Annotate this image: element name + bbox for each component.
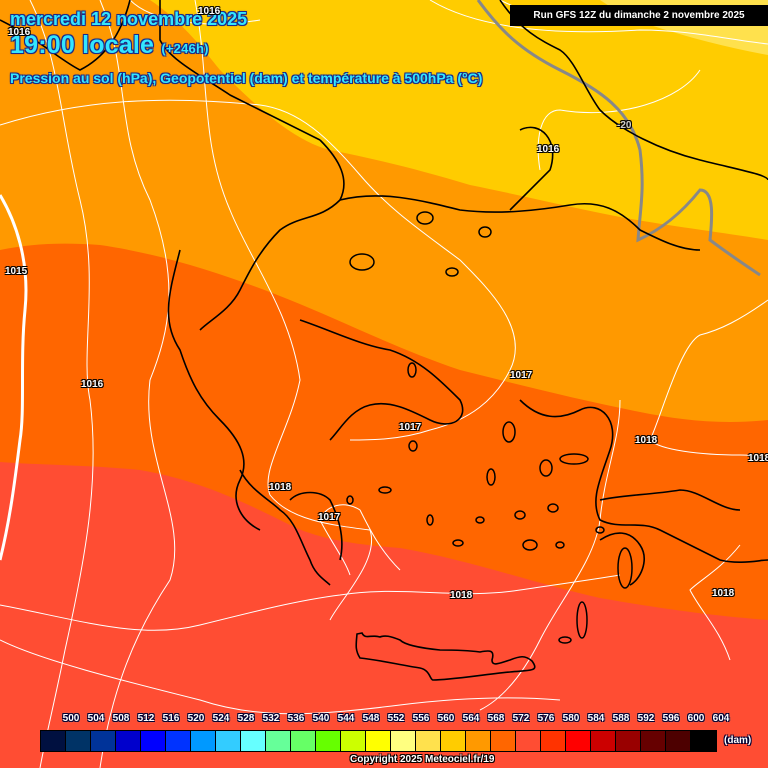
legend-swatch-604 [691,731,716,751]
legend-tick: 572 [512,713,530,724]
legend-swatch-588 [591,731,616,751]
legend-tick: 536 [287,713,305,724]
legend-swatch-548 [341,731,366,751]
legend-swatch-540 [291,731,316,751]
isobar-label: 1018 [450,590,473,601]
isobar-label: 1018 [269,482,292,493]
legend-swatch-552 [366,731,391,751]
legend-swatch-516 [141,731,166,751]
legend-swatch-528 [216,731,241,751]
legend-color-bar [40,730,717,752]
legend-swatch-500 [41,731,66,751]
crete-island [355,632,536,681]
legend-tick: 520 [187,713,205,724]
run-info-badge: Run GFS 12Z du dimanche 2 novembre 2025 [510,5,768,26]
legend-swatch-536 [266,731,291,751]
legend-tick: 500 [62,713,80,724]
legend-swatch-600 [666,731,691,751]
coastlines-borders [0,0,768,586]
isobar-label: 1016 [8,27,31,38]
legend-swatch-560 [416,731,441,751]
parameters-description: Pression au sol (hPa), Geopotentiel (dam… [10,70,483,86]
aegean-islands [346,211,633,644]
legend-tick: 508 [112,713,130,724]
isobar-label: 1018 [748,453,768,464]
legend-tick: 504 [87,713,105,724]
legend-swatch-584 [566,731,591,751]
legend-swatch-592 [616,731,641,751]
legend-tick: 544 [337,713,355,724]
isobar-label: 1018 [712,588,735,599]
legend-tick: 524 [212,713,230,724]
legend-tick: 592 [637,713,655,724]
isobar-label: 1018 [635,435,658,446]
isobar-label: 1016 [81,379,104,390]
legend-swatch-556 [391,731,416,751]
legend-swatch-596 [641,731,666,751]
legend-tick: 516 [162,713,180,724]
isobar-label: 1017 [318,512,341,523]
isobar-label: 1017 [510,370,533,381]
forecast-time-value: 19:00 locale [10,31,155,59]
forecast-time: 19:00 locale (+246h) [10,31,209,60]
legend-unit: (dam) [724,735,752,746]
legend-tick: 588 [612,713,630,724]
forecast-date: mercredi 12 novembre 2025 [10,9,248,29]
legend-swatch-576 [516,731,541,751]
legend-swatch-532 [241,731,266,751]
legend-tick: 528 [237,713,255,724]
isobar-1015 [0,194,28,561]
legend-tick: 600 [687,713,705,724]
copyright-text: Copyright 2025 Meteociel.fr/19 [350,754,495,765]
legend-tick: 576 [537,713,555,724]
isobar-label: 1016 [198,6,221,17]
isobar-label: 1016 [537,144,560,155]
isobar-label: 1017 [399,422,422,433]
legend-tick-labels: 500 504 508 512 516 520 524 528 532 536 540 544 548 5… [56,713,734,727]
legend-tick: 512 [137,713,155,724]
legend-swatch-580 [541,731,566,751]
legend-swatch-568 [466,731,491,751]
legend-tick: 568 [487,713,505,724]
legend-tick: 596 [662,713,680,724]
legend-swatch-524 [191,731,216,751]
temperature-label: -20 [617,120,632,131]
legend-tick: 580 [562,713,580,724]
legend-swatch-544 [316,731,341,751]
legend-swatch-572 [491,731,516,751]
isobar-label: 1015 [5,266,28,277]
legend-tick: 540 [312,713,330,724]
legend-swatch-512 [116,731,141,751]
legend-swatch-564 [441,731,466,751]
legend-swatch-520 [166,731,191,751]
legend-swatch-504 [66,731,91,751]
legend-tick: 548 [362,713,380,724]
legend-tick: 604 [712,713,730,724]
legend-tick: 560 [437,713,455,724]
lead-time: (+246h) [161,41,209,56]
legend-swatch-508 [91,731,116,751]
legend-tick: 532 [262,713,280,724]
isotherm-minus20 [476,0,761,277]
legend-tick: 552 [387,713,405,724]
band-564 [150,0,768,240]
legend-tick: 584 [587,713,605,724]
legend-tick: 564 [462,713,480,724]
legend-tick: 556 [412,713,430,724]
